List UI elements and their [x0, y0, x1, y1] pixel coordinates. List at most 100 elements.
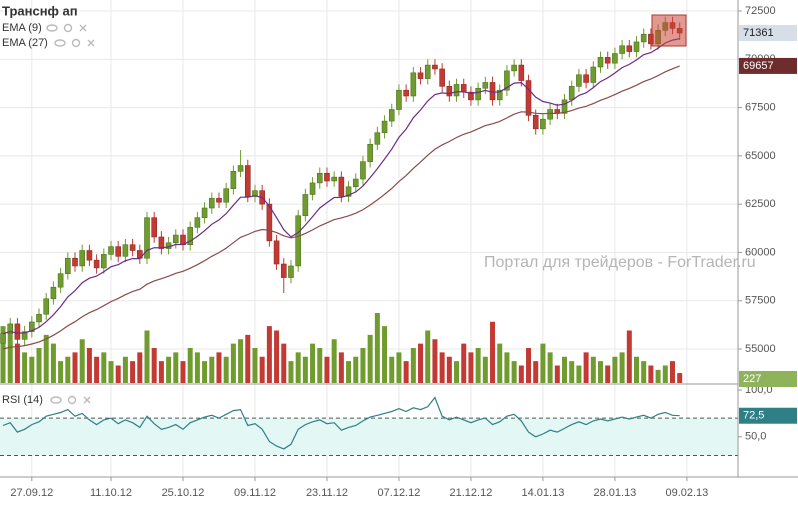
volume-bar: [216, 352, 222, 383]
candle-body: [0, 333, 6, 344]
candle-body: [597, 57, 604, 68]
candle-body: [381, 120, 388, 133]
volume-bar: [475, 348, 481, 383]
candle-body: [29, 321, 35, 332]
volume-bar: [605, 365, 611, 383]
volume-bar: [446, 356, 452, 383]
volume-bar: [439, 352, 445, 383]
candle-body: [316, 172, 323, 184]
volume-bar: [490, 321, 496, 383]
legend-icons[interactable]: [46, 23, 95, 405]
eye-icon[interactable]: [54, 39, 66, 47]
volume-bar: [72, 352, 78, 383]
candle-body: [324, 172, 330, 182]
volume-bar: [641, 361, 647, 383]
candle-body: [518, 64, 525, 81]
candle-body: [230, 171, 237, 189]
x-tick-label: 14.01.13: [522, 487, 565, 499]
close-icon[interactable]: [83, 396, 91, 404]
close-icon[interactable]: [79, 24, 87, 32]
settings-icon[interactable]: [71, 38, 81, 48]
candle-body: [489, 82, 496, 101]
volume-bar: [137, 352, 143, 383]
candle-body: [194, 217, 201, 228]
y-tick-label: 72500: [745, 5, 776, 17]
volume-bar: [166, 356, 172, 383]
ema-line: [2, 38, 680, 335]
volume-bar: [180, 361, 186, 383]
volume-bar: [317, 348, 323, 383]
candle-body: [511, 64, 517, 72]
candle-body: [388, 109, 395, 122]
volume-bar: [360, 348, 366, 383]
candle-body: [21, 331, 28, 340]
volume-bar: [504, 352, 510, 383]
volume-bar: [374, 313, 380, 383]
candle-body: [273, 240, 280, 265]
candle-body: [352, 178, 359, 188]
candle-body: [576, 74, 582, 87]
settings-icon[interactable]: [67, 395, 77, 405]
volume-last-label-box: [739, 371, 797, 387]
settings-icon[interactable]: [63, 23, 73, 33]
candle-body: [144, 217, 150, 259]
volume-bar: [468, 352, 474, 383]
y-tick-label: 60000: [745, 246, 776, 258]
volume-bar: [619, 352, 625, 383]
volume-layer: [0, 313, 683, 383]
candle-body: [72, 257, 78, 267]
candle-body: [504, 70, 510, 91]
volume-bar: [295, 352, 301, 383]
candle-body: [374, 132, 381, 145]
y-tick-label: 57500: [745, 295, 776, 307]
volume-bar: [115, 365, 121, 383]
volume-bar: [50, 343, 56, 383]
x-tick-label: 28.01.13: [593, 487, 636, 499]
volume-bar: [43, 334, 49, 383]
candle-body: [453, 84, 460, 97]
volume-bar: [389, 356, 395, 383]
candle-body: [223, 188, 229, 203]
rsi-last-label-box: [739, 407, 797, 424]
candle-body: [309, 182, 316, 195]
candle-body: [7, 323, 14, 334]
candle-body: [14, 323, 21, 340]
candle-body: [187, 227, 193, 246]
candle-body: [468, 91, 474, 101]
candle-body: [244, 165, 251, 197]
volume-bar: [22, 352, 28, 383]
volume-bar: [677, 373, 683, 383]
volume-bar: [648, 365, 654, 383]
candle-body: [626, 45, 633, 52]
volume-bar: [511, 361, 517, 383]
close-icon[interactable]: [87, 39, 95, 47]
candle-body: [201, 207, 208, 218]
candle-body: [216, 198, 222, 203]
volume-bar: [94, 356, 100, 383]
candle-body: [115, 246, 122, 257]
rsi-tick-label: 50,0: [745, 431, 766, 443]
volume-last-label: 227: [743, 373, 761, 385]
candle-body: [561, 99, 568, 114]
volume-bar: [187, 348, 193, 383]
candle-body: [86, 250, 93, 261]
volume-bar: [79, 339, 85, 383]
candle-body: [439, 68, 445, 87]
candle-body: [619, 45, 625, 54]
volume-bar: [396, 352, 402, 383]
volume-bar: [482, 356, 488, 383]
x-tick-label: 07.12.12: [378, 487, 421, 499]
candle-body: [65, 257, 71, 274]
volume-bar: [540, 343, 546, 383]
volume-bar: [382, 326, 388, 383]
legend-label: RSI (14): [2, 394, 43, 406]
eye-icon[interactable]: [46, 24, 58, 32]
candle-body: [540, 118, 546, 130]
rsi-last-label: 72,5: [743, 410, 764, 422]
candle-body: [158, 236, 165, 249]
volume-bar: [598, 361, 604, 383]
x-tick-label: 21.12.12: [450, 487, 493, 499]
eye-icon[interactable]: [50, 396, 62, 404]
volume-bar: [562, 356, 568, 383]
